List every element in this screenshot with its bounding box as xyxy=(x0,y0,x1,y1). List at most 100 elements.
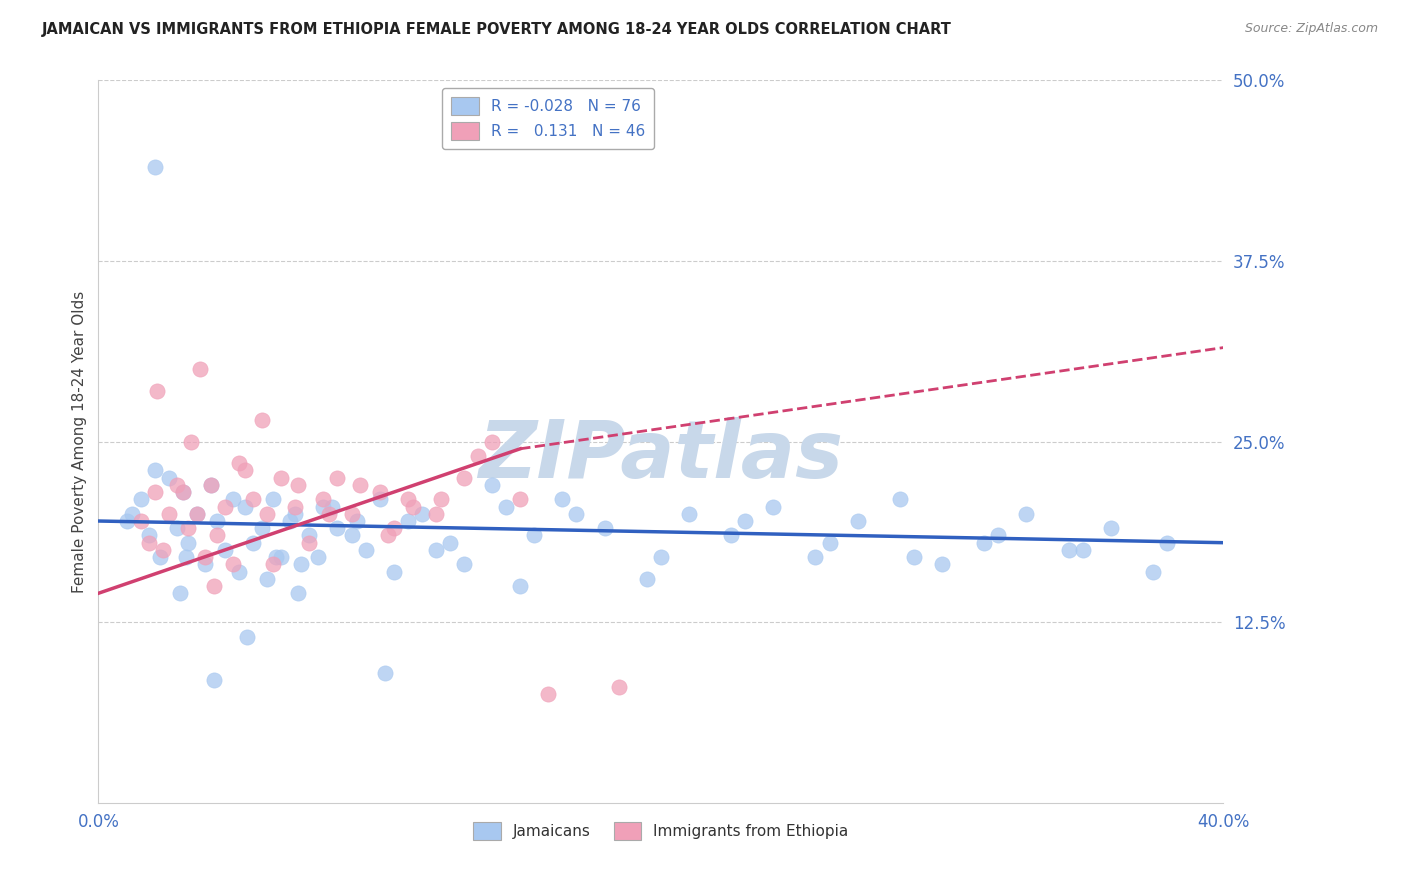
Point xyxy=(242,535,264,549)
Point xyxy=(172,485,194,500)
Point xyxy=(222,492,245,507)
Point xyxy=(180,434,202,449)
Point xyxy=(143,463,166,477)
Point xyxy=(264,550,287,565)
Point xyxy=(396,514,419,528)
Point xyxy=(250,413,273,427)
Point xyxy=(202,673,225,687)
Point xyxy=(321,500,343,514)
Point xyxy=(262,558,284,572)
Point xyxy=(804,550,827,565)
Point xyxy=(318,507,340,521)
Y-axis label: Female Poverty Among 18-24 Year Olds: Female Poverty Among 18-24 Year Olds xyxy=(72,291,87,592)
Point xyxy=(551,492,574,507)
Point xyxy=(346,514,368,528)
Point xyxy=(287,478,309,492)
Point xyxy=(172,485,194,500)
Point xyxy=(931,558,953,572)
Point xyxy=(152,542,174,557)
Point xyxy=(509,579,531,593)
Point xyxy=(467,449,489,463)
Point xyxy=(138,528,160,542)
Point xyxy=(734,514,756,528)
Point xyxy=(453,471,475,485)
Point xyxy=(593,521,616,535)
Point xyxy=(214,542,236,557)
Point xyxy=(1015,507,1038,521)
Point xyxy=(382,565,405,579)
Point xyxy=(903,550,925,565)
Point xyxy=(368,492,391,507)
Point xyxy=(188,362,211,376)
Point xyxy=(402,500,425,514)
Point xyxy=(236,630,259,644)
Point xyxy=(143,160,166,174)
Point xyxy=(270,550,292,565)
Point xyxy=(354,542,377,557)
Point xyxy=(157,507,180,521)
Point xyxy=(233,463,256,477)
Point xyxy=(222,558,245,572)
Point xyxy=(307,550,329,565)
Point xyxy=(1057,542,1080,557)
Point xyxy=(349,478,371,492)
Point xyxy=(439,535,461,549)
Point xyxy=(636,572,658,586)
Point xyxy=(762,500,785,514)
Point xyxy=(149,550,172,565)
Point xyxy=(138,535,160,549)
Point xyxy=(537,687,560,701)
Point xyxy=(298,535,321,549)
Point xyxy=(523,528,546,542)
Point xyxy=(326,521,349,535)
Point xyxy=(340,528,363,542)
Point xyxy=(565,507,588,521)
Point xyxy=(233,500,256,514)
Point xyxy=(205,528,228,542)
Point xyxy=(1071,542,1094,557)
Point xyxy=(678,507,700,521)
Point xyxy=(340,507,363,521)
Point xyxy=(143,485,166,500)
Legend: Jamaicans, Immigrants from Ethiopia: Jamaicans, Immigrants from Ethiopia xyxy=(467,816,855,846)
Point xyxy=(270,471,292,485)
Point xyxy=(177,521,200,535)
Point xyxy=(973,535,995,549)
Point xyxy=(495,500,517,514)
Point xyxy=(200,478,222,492)
Point xyxy=(374,665,396,680)
Point xyxy=(214,500,236,514)
Point xyxy=(242,492,264,507)
Point xyxy=(481,434,503,449)
Point xyxy=(1142,565,1164,579)
Point xyxy=(453,558,475,572)
Point xyxy=(425,507,447,521)
Point xyxy=(205,514,228,528)
Point xyxy=(256,507,278,521)
Point xyxy=(298,528,321,542)
Point xyxy=(425,542,447,557)
Text: ZIPatlas: ZIPatlas xyxy=(478,417,844,495)
Point xyxy=(228,456,250,470)
Point xyxy=(846,514,869,528)
Point xyxy=(377,528,399,542)
Point xyxy=(200,478,222,492)
Point xyxy=(250,521,273,535)
Point xyxy=(411,507,433,521)
Point xyxy=(202,579,225,593)
Point xyxy=(818,535,841,549)
Point xyxy=(256,572,278,586)
Point xyxy=(607,680,630,694)
Point xyxy=(129,514,152,528)
Point xyxy=(262,492,284,507)
Point xyxy=(1099,521,1122,535)
Point xyxy=(166,521,188,535)
Point xyxy=(169,586,191,600)
Point xyxy=(166,478,188,492)
Point xyxy=(278,514,301,528)
Point xyxy=(396,492,419,507)
Point xyxy=(121,507,143,521)
Point xyxy=(987,528,1010,542)
Point xyxy=(284,507,307,521)
Point xyxy=(287,586,309,600)
